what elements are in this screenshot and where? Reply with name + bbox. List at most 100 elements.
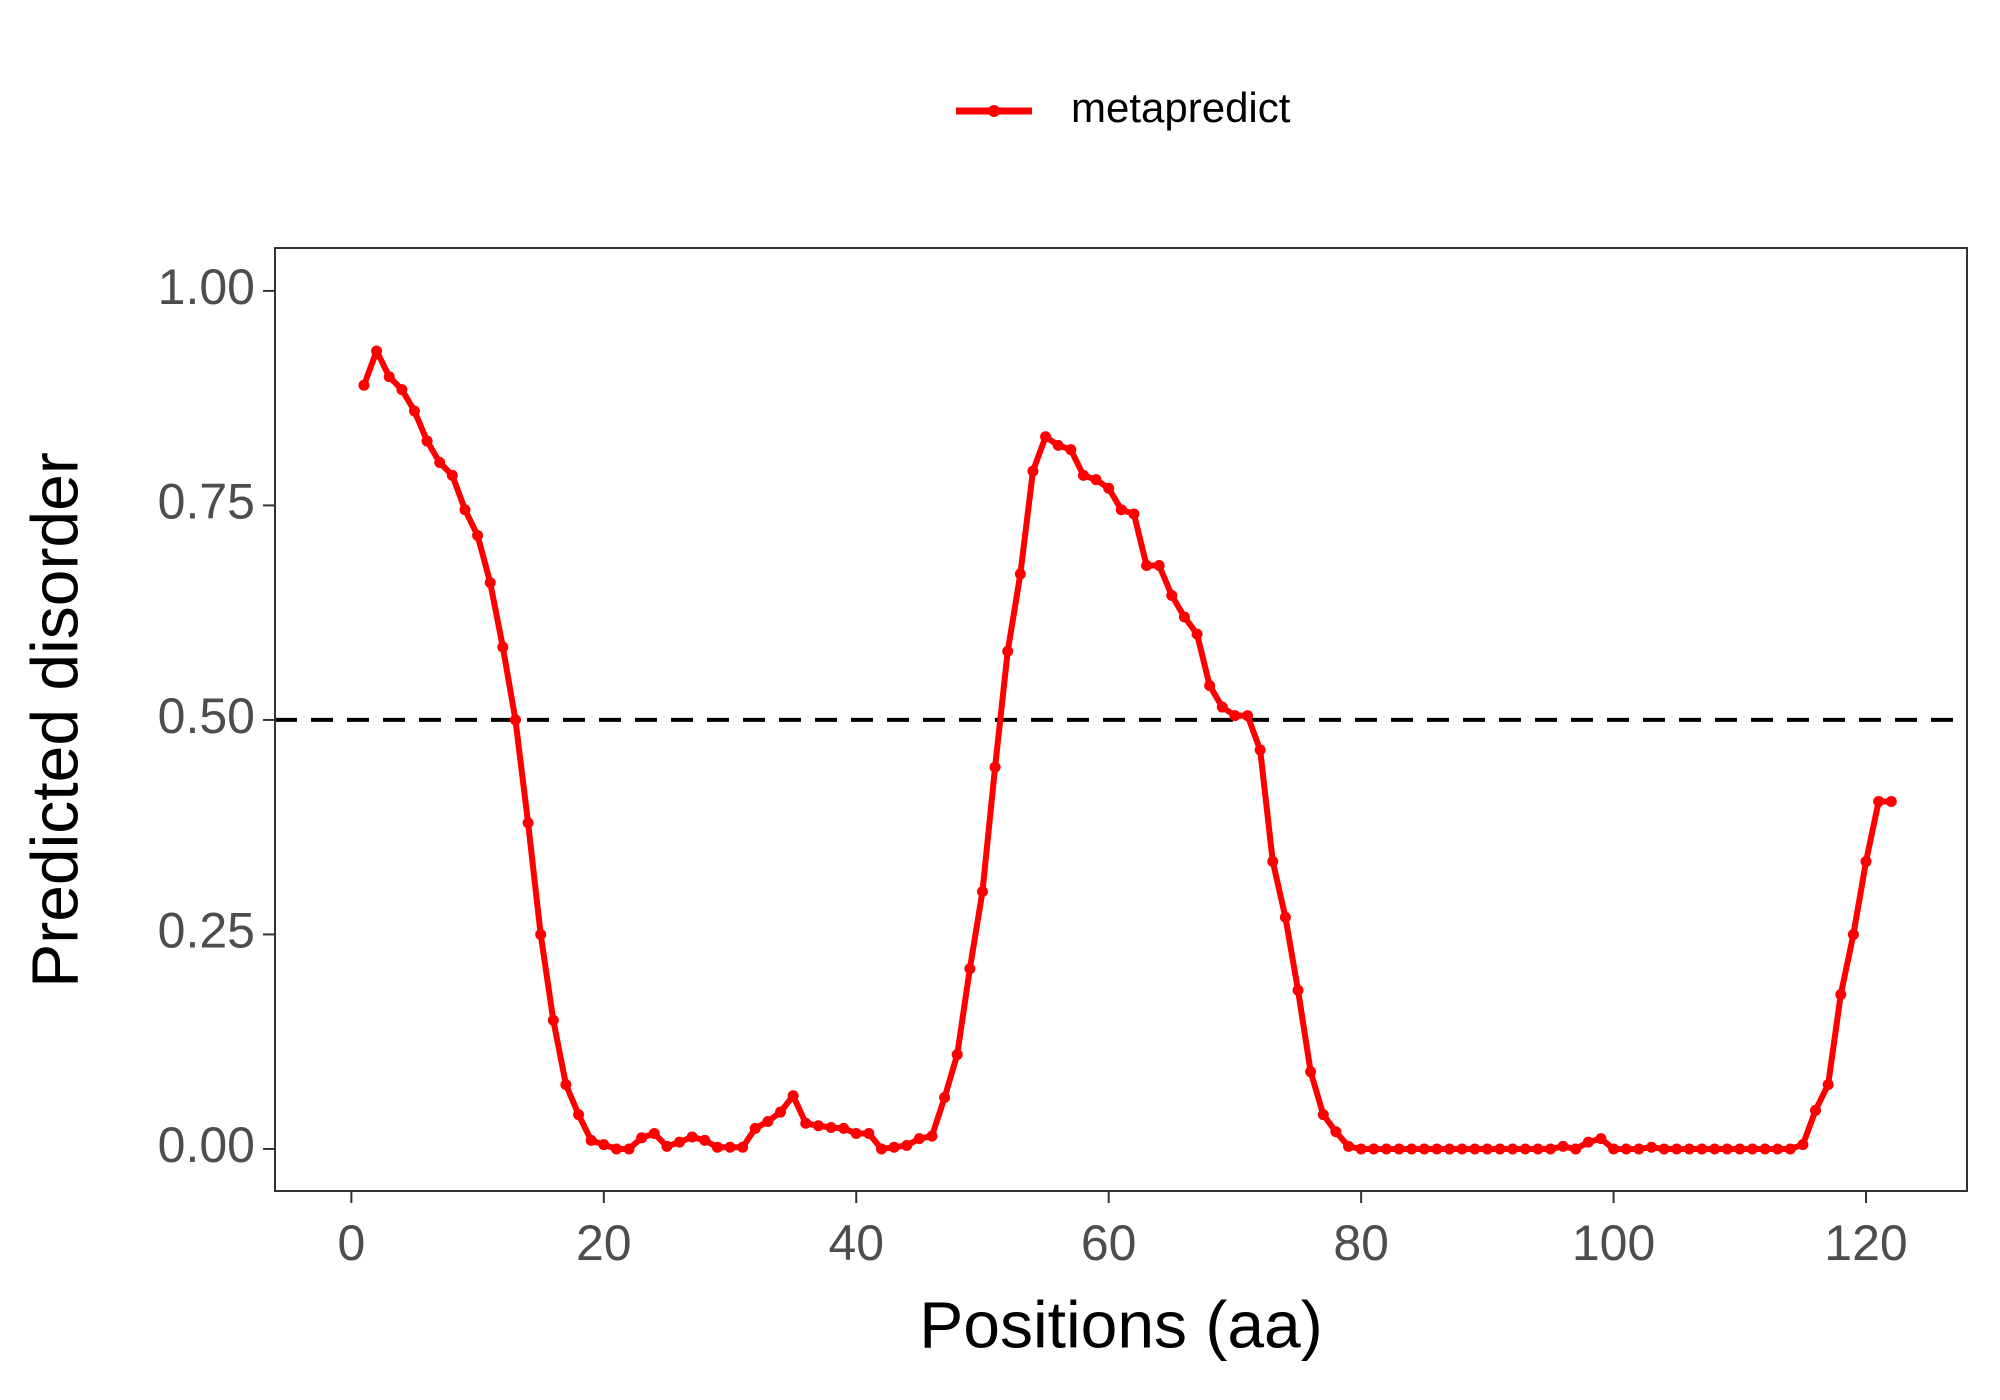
data-point bbox=[1620, 1143, 1632, 1155]
data-point bbox=[1002, 645, 1014, 657]
data-point bbox=[875, 1143, 887, 1155]
data-point bbox=[560, 1079, 572, 1091]
data-point bbox=[1835, 989, 1847, 1001]
data-point bbox=[1216, 701, 1228, 713]
data-point bbox=[1557, 1140, 1569, 1152]
data-point bbox=[610, 1143, 622, 1155]
data-point bbox=[850, 1128, 862, 1140]
data-point bbox=[1683, 1143, 1695, 1155]
data-point bbox=[1065, 444, 1077, 456]
data-point bbox=[1141, 559, 1153, 571]
data-point bbox=[1153, 559, 1165, 571]
data-point bbox=[1103, 482, 1115, 494]
data-point bbox=[661, 1140, 673, 1152]
data-point bbox=[1772, 1143, 1784, 1155]
data-point bbox=[989, 761, 1001, 773]
data-point bbox=[674, 1136, 686, 1148]
data-point bbox=[472, 529, 484, 541]
data-point bbox=[623, 1143, 635, 1155]
legend-label: metapredict bbox=[1071, 84, 1291, 131]
data-point bbox=[863, 1128, 875, 1140]
data-point bbox=[1532, 1143, 1544, 1155]
data-point bbox=[1721, 1143, 1733, 1155]
data-point bbox=[1431, 1143, 1443, 1155]
y-tick-label: 0.00 bbox=[158, 1117, 255, 1173]
y-axis-title: Predicted disorder bbox=[17, 452, 91, 988]
data-point bbox=[547, 1014, 559, 1026]
data-point bbox=[1254, 744, 1266, 756]
data-point bbox=[1393, 1143, 1405, 1155]
data-point bbox=[636, 1132, 648, 1144]
data-point bbox=[1305, 1066, 1317, 1078]
data-point bbox=[951, 1049, 963, 1061]
data-point bbox=[787, 1090, 799, 1102]
data-point bbox=[1191, 628, 1203, 640]
data-point bbox=[1847, 928, 1859, 940]
data-point bbox=[1443, 1143, 1455, 1155]
data-point bbox=[1494, 1143, 1506, 1155]
data-point bbox=[459, 504, 471, 516]
data-point bbox=[939, 1091, 951, 1103]
data-point bbox=[434, 457, 446, 469]
x-tick-label: 120 bbox=[1824, 1215, 1907, 1271]
data-point bbox=[1658, 1143, 1670, 1155]
data-point bbox=[1077, 469, 1089, 481]
data-point bbox=[926, 1130, 938, 1142]
data-point bbox=[800, 1117, 812, 1129]
data-point bbox=[1204, 680, 1216, 692]
data-point bbox=[1633, 1143, 1645, 1155]
x-tick-label: 20 bbox=[576, 1215, 632, 1271]
data-point bbox=[1822, 1079, 1834, 1091]
data-point bbox=[1406, 1143, 1418, 1155]
data-point bbox=[1343, 1140, 1355, 1152]
data-point bbox=[749, 1122, 761, 1134]
data-point bbox=[901, 1140, 913, 1152]
data-point bbox=[1242, 710, 1254, 722]
data-point bbox=[1166, 590, 1178, 602]
data-point bbox=[1330, 1126, 1342, 1138]
data-point bbox=[1582, 1136, 1594, 1148]
data-point bbox=[1292, 984, 1304, 996]
data-point bbox=[1052, 439, 1064, 451]
data-point bbox=[484, 577, 496, 589]
data-point bbox=[383, 371, 395, 383]
data-point bbox=[1860, 856, 1872, 868]
x-axis-title: Positions (aa) bbox=[919, 1287, 1323, 1361]
plot-border bbox=[274, 247, 1968, 1192]
data-point bbox=[964, 963, 976, 975]
data-point bbox=[1734, 1143, 1746, 1155]
x-tick-label: 80 bbox=[1333, 1215, 1389, 1271]
x-tick-label: 0 bbox=[337, 1215, 365, 1271]
data-point bbox=[1128, 508, 1140, 520]
data-point bbox=[1797, 1139, 1809, 1151]
data-point bbox=[1519, 1143, 1531, 1155]
data-point bbox=[1671, 1143, 1683, 1155]
data-point bbox=[1368, 1143, 1380, 1155]
x-tick-label: 100 bbox=[1572, 1215, 1655, 1271]
data-point bbox=[838, 1122, 850, 1134]
data-point bbox=[1608, 1143, 1620, 1155]
data-point bbox=[497, 641, 509, 653]
data-point bbox=[888, 1141, 900, 1153]
data-point bbox=[699, 1134, 711, 1146]
data-point bbox=[535, 928, 547, 940]
data-point bbox=[1507, 1143, 1519, 1155]
y-tick-label: 0.75 bbox=[158, 474, 255, 530]
data-point bbox=[913, 1133, 925, 1145]
data-point bbox=[1027, 465, 1039, 477]
data-point bbox=[775, 1106, 787, 1118]
data-point bbox=[762, 1115, 774, 1127]
data-point bbox=[522, 817, 534, 829]
data-point bbox=[686, 1131, 698, 1143]
data-point bbox=[421, 435, 433, 447]
data-point bbox=[1481, 1143, 1493, 1155]
data-point bbox=[1279, 911, 1291, 923]
data-point bbox=[1090, 474, 1102, 486]
data-point bbox=[1380, 1143, 1392, 1155]
data-point bbox=[1570, 1143, 1582, 1155]
data-point bbox=[825, 1122, 837, 1134]
data-point bbox=[1469, 1143, 1481, 1155]
data-point bbox=[358, 379, 370, 391]
data-point bbox=[976, 886, 988, 898]
